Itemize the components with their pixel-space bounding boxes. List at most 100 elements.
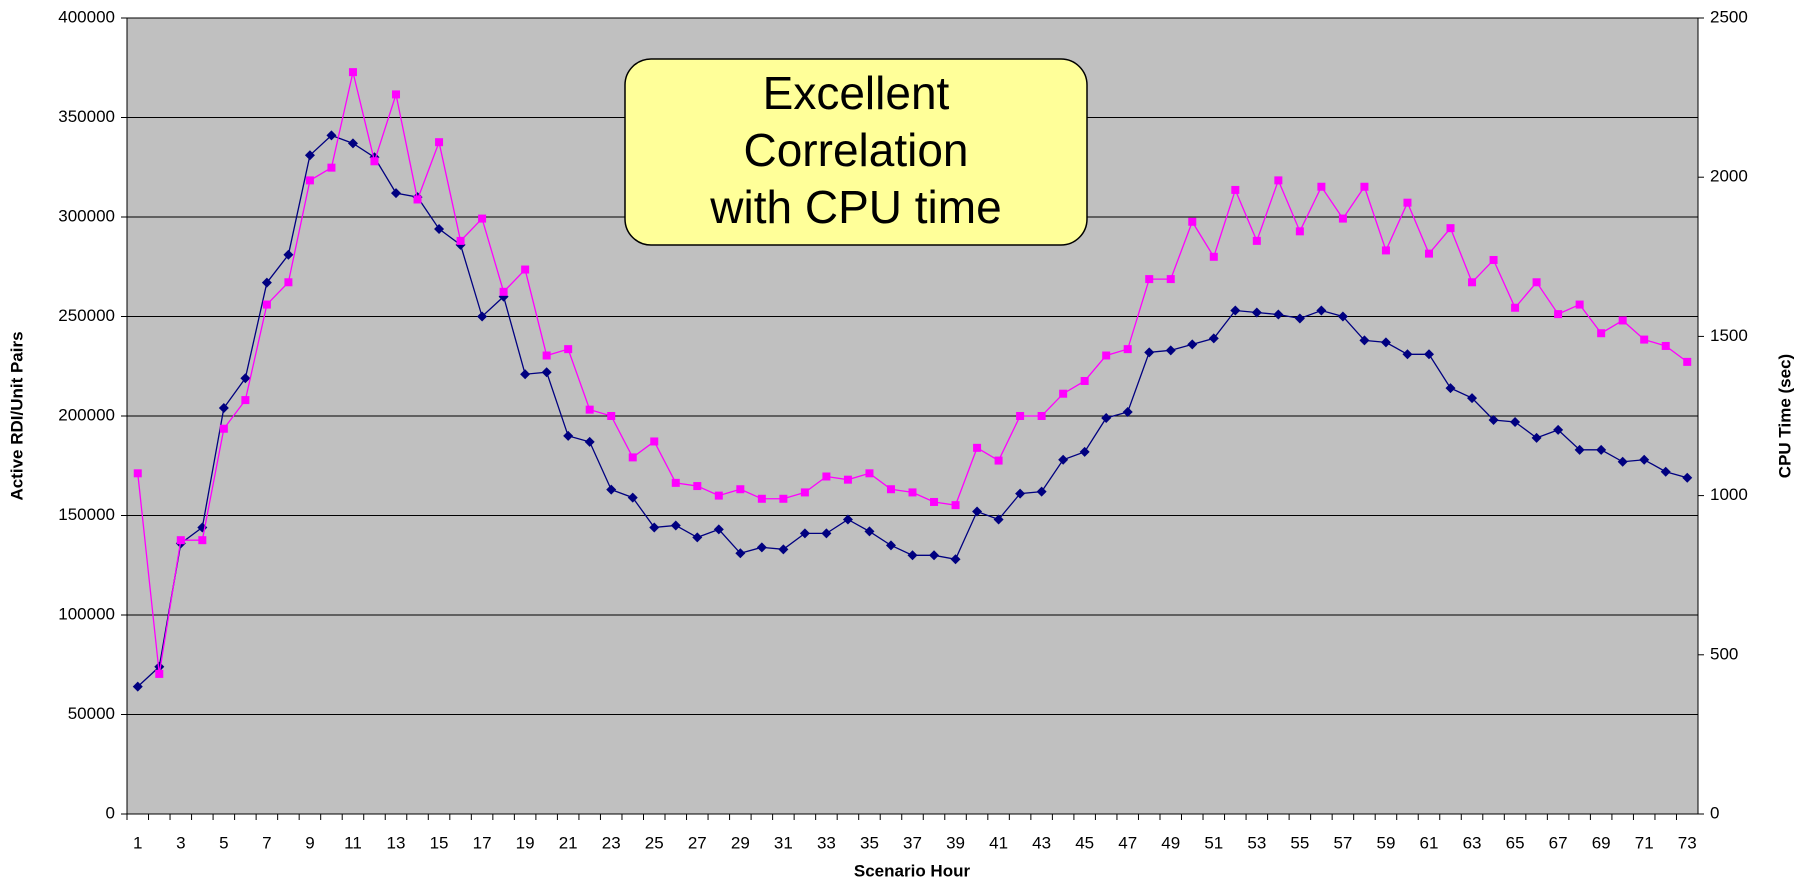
point xyxy=(327,163,336,172)
point xyxy=(284,278,293,287)
x-tick-label: 69 xyxy=(1592,833,1611,852)
x-tick-label: 9 xyxy=(305,833,314,852)
point xyxy=(994,456,1003,465)
point xyxy=(1639,454,1650,465)
point xyxy=(865,469,874,478)
point xyxy=(736,485,745,494)
point xyxy=(1532,278,1541,287)
point xyxy=(973,443,982,452)
point xyxy=(564,345,573,354)
x-tick-label: 49 xyxy=(1161,833,1180,852)
point xyxy=(1230,305,1241,316)
point xyxy=(627,492,638,503)
point xyxy=(413,195,422,204)
point xyxy=(778,544,789,555)
x-tick-label: 47 xyxy=(1118,833,1137,852)
point xyxy=(606,484,617,495)
point xyxy=(714,491,723,500)
x-tick-label: 61 xyxy=(1420,833,1439,852)
point xyxy=(628,453,637,462)
x-tick-label: 19 xyxy=(516,833,535,852)
x-tick-label: 21 xyxy=(559,833,578,852)
point xyxy=(1251,307,1262,318)
y-tick-label: 200000 xyxy=(58,405,115,424)
point xyxy=(779,494,788,503)
point xyxy=(692,532,703,543)
point xyxy=(1123,345,1132,354)
point xyxy=(1424,249,1433,258)
point xyxy=(972,506,983,517)
x-tick-label: 17 xyxy=(473,833,492,852)
x-tick-label: 45 xyxy=(1075,833,1094,852)
y2-tick-label: 1500 xyxy=(1710,326,1748,345)
x-axis-title: Scenario Hour xyxy=(854,861,971,880)
x-tick-label: 65 xyxy=(1506,833,1525,852)
point xyxy=(1122,407,1133,418)
point xyxy=(908,488,917,497)
point xyxy=(821,528,832,539)
y-tick-label: 300000 xyxy=(58,206,115,225)
x-tick-label: 3 xyxy=(176,833,185,852)
point xyxy=(1059,389,1068,398)
point xyxy=(1274,176,1283,185)
point xyxy=(1510,416,1521,427)
point xyxy=(1617,456,1628,467)
point xyxy=(1489,255,1498,264)
point xyxy=(1574,444,1585,455)
point xyxy=(1660,466,1671,477)
annotation: with CPU time xyxy=(709,181,1001,233)
point xyxy=(799,528,810,539)
point xyxy=(1359,335,1370,346)
point xyxy=(1337,311,1348,322)
point xyxy=(864,526,875,537)
point xyxy=(885,540,896,551)
point xyxy=(1661,341,1670,350)
y-tick-label: 0 xyxy=(106,803,115,822)
point xyxy=(520,369,531,380)
point xyxy=(907,550,918,561)
point xyxy=(1165,345,1176,356)
point xyxy=(1360,182,1369,191)
point xyxy=(261,277,272,288)
x-tick-label: 15 xyxy=(430,833,449,852)
point xyxy=(843,475,852,484)
point xyxy=(456,236,465,245)
point xyxy=(132,681,143,692)
point xyxy=(886,485,895,494)
point xyxy=(693,482,702,491)
point xyxy=(1188,217,1197,226)
point xyxy=(607,412,616,420)
point xyxy=(304,150,315,161)
point xyxy=(1640,335,1649,344)
point xyxy=(1511,303,1520,312)
point xyxy=(154,661,165,672)
point xyxy=(585,405,594,414)
annotation: Correlation xyxy=(744,124,969,176)
point xyxy=(1016,412,1025,420)
point xyxy=(283,249,294,260)
point xyxy=(713,524,724,535)
point xyxy=(649,522,660,533)
point xyxy=(477,311,488,322)
y-tick-label: 50000 xyxy=(68,704,115,723)
point xyxy=(435,138,444,147)
point xyxy=(757,494,766,503)
point xyxy=(1316,305,1327,316)
x-tick-label: 67 xyxy=(1549,833,1568,852)
point xyxy=(842,514,853,525)
point xyxy=(521,265,530,274)
point xyxy=(735,548,746,559)
x-tick-label: 37 xyxy=(903,833,922,852)
x-tick-label: 31 xyxy=(774,833,793,852)
point xyxy=(219,424,228,433)
point xyxy=(347,138,358,149)
y-tick-label: 250000 xyxy=(58,306,115,325)
y2-axis-title: CPU Time (sec) xyxy=(1775,354,1794,478)
point xyxy=(1446,224,1455,233)
x-tick-label: 29 xyxy=(731,833,750,852)
point xyxy=(951,501,960,510)
point xyxy=(1037,412,1046,420)
x-tick-label: 35 xyxy=(860,833,879,852)
y-tick-label: 150000 xyxy=(58,505,115,524)
